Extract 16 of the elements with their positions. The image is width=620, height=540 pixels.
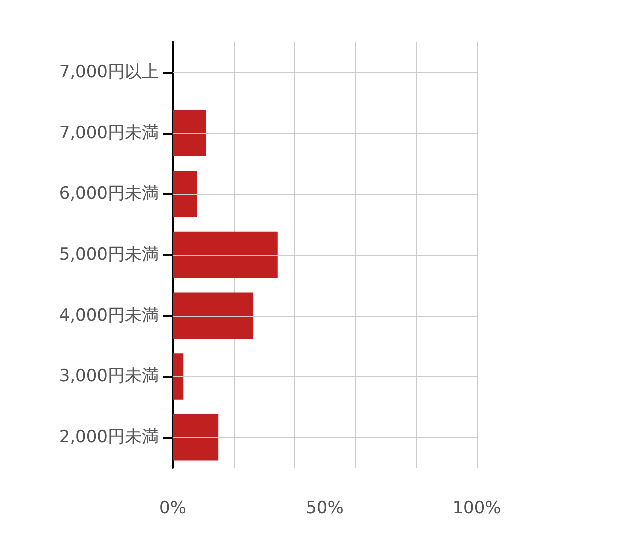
- y-tick-label: 4,000円未満: [59, 306, 159, 326]
- bar: [173, 110, 206, 156]
- y-tick-label: 3,000円未満: [59, 366, 159, 387]
- bar: [173, 414, 219, 461]
- bar: [173, 232, 278, 278]
- y-tick-label: 7,000円以上: [59, 62, 159, 82]
- x-tick-label: 0%: [160, 498, 186, 518]
- y-tick-label: 5,000円未満: [59, 245, 159, 265]
- bar: [173, 292, 254, 339]
- y-tick-label: 7,000円未満: [59, 123, 159, 144]
- x-tick-label: 50%: [306, 498, 344, 518]
- x-tick-label: 100%: [452, 498, 502, 518]
- y-tick-label: 2,000円未満: [59, 428, 159, 448]
- bar: [173, 354, 184, 400]
- y-tick-label: 6,000円未満: [59, 184, 159, 204]
- bar: [173, 171, 198, 218]
